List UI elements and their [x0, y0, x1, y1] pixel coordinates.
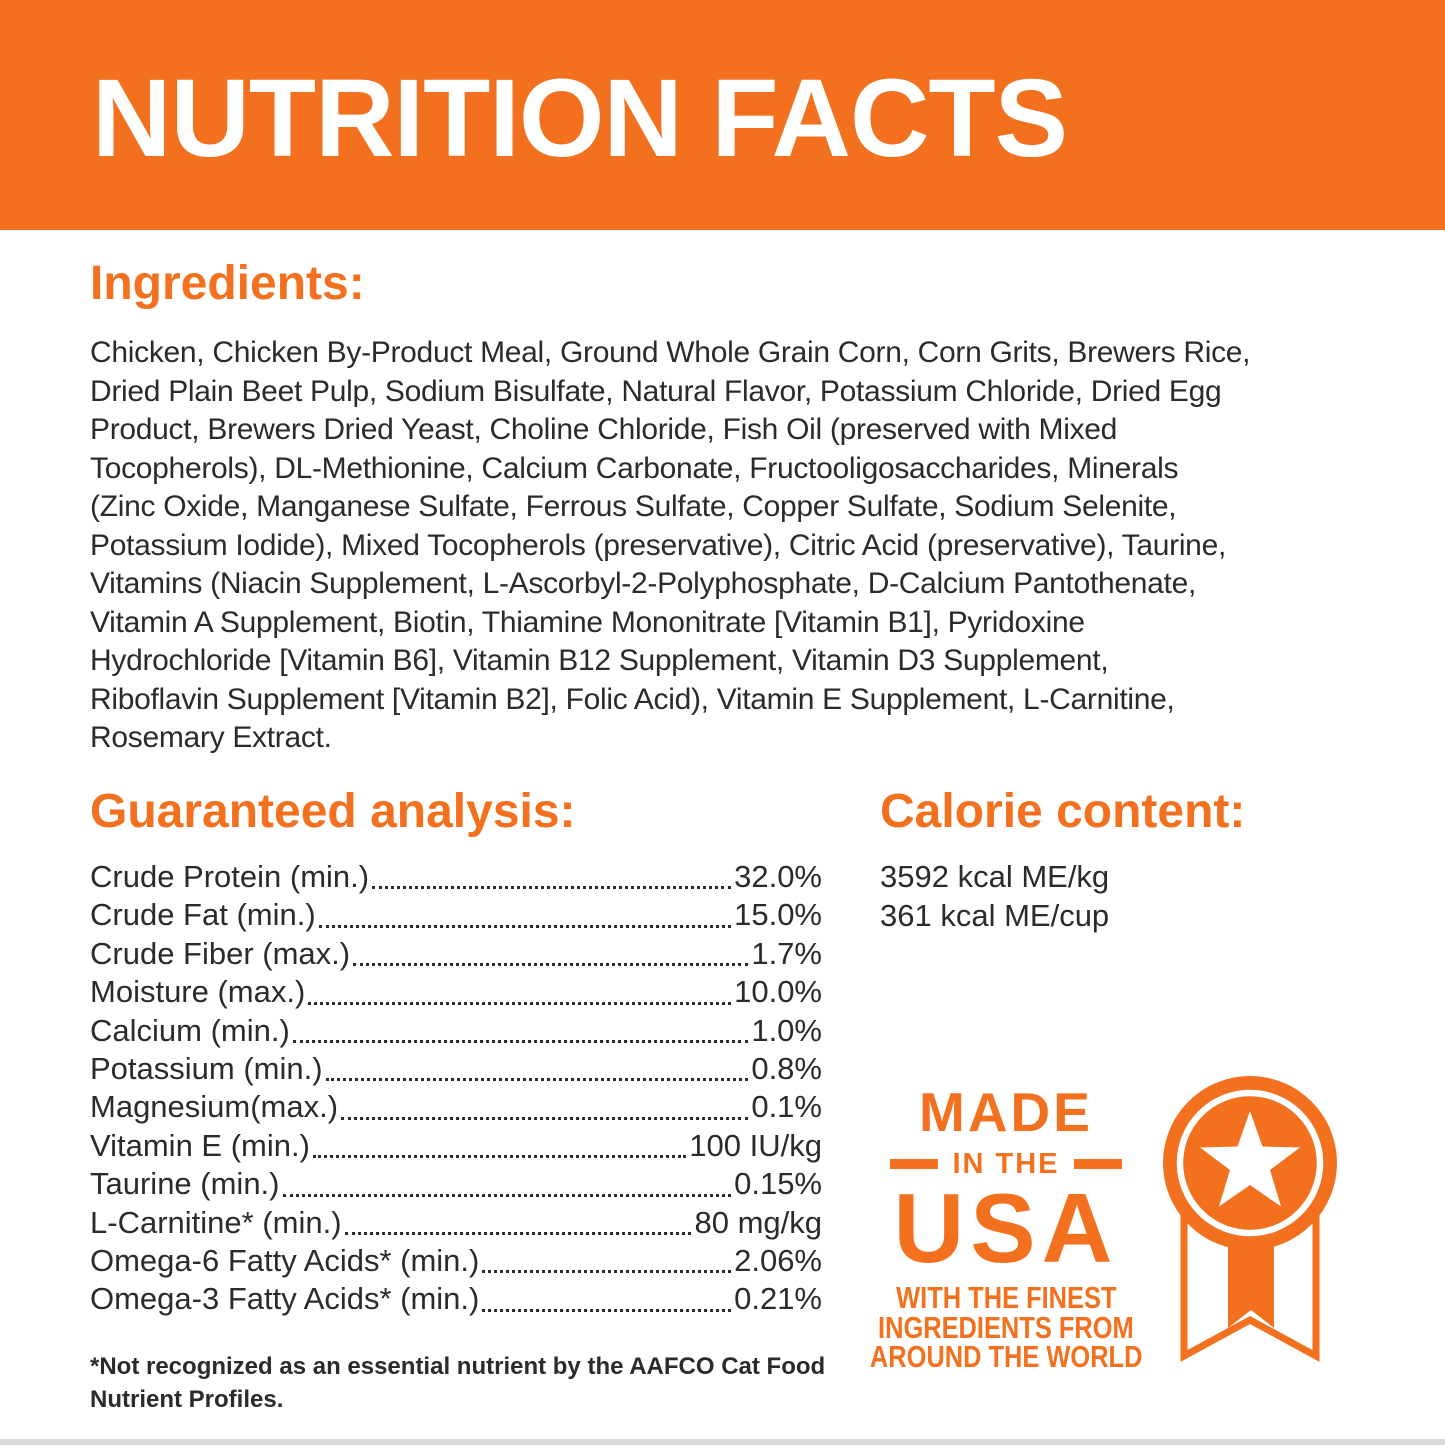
bottom-edge — [0, 1439, 1445, 1445]
analysis-label: Crude Fat (min.) — [90, 897, 316, 933]
dotted-leader — [282, 1193, 732, 1197]
analysis-footnote: *Not recognized as an essential nutrient… — [90, 1353, 826, 1413]
analysis-row: L-Carnitine* (min.) 80 mg/kg — [90, 1204, 822, 1242]
analysis-row: Omega-6 Fatty Acids* (min.) 2.06% — [90, 1242, 822, 1280]
dotted-leader — [341, 1116, 749, 1120]
dotted-leader — [372, 886, 732, 890]
analysis-value: 32.0% — [734, 858, 822, 894]
analysis-label: Taurine (min.) — [90, 1166, 280, 1202]
analysis-value: 0.1% — [751, 1089, 822, 1125]
analysis-label: Potassium (min.) — [90, 1050, 323, 1086]
analysis-row: Vitamin E (min.) 100 IU/kg — [90, 1127, 822, 1165]
analysis-row: Magnesium(max.) 0.1% — [90, 1088, 822, 1126]
calorie-content-heading: Calorie content: — [880, 785, 1246, 838]
analysis-label: Crude Protein (min.) — [90, 858, 370, 894]
dotted-leader — [318, 924, 732, 928]
analysis-value: 1.0% — [751, 1012, 822, 1048]
analysis-label: Omega-6 Fatty Acids* (min.) — [90, 1242, 480, 1278]
dotted-leader — [482, 1270, 732, 1274]
usa-text: USA — [893, 1173, 1119, 1283]
analysis-row: Potassium (min.) 0.8% — [90, 1050, 822, 1088]
analysis-row: Crude Fat (min.) 15.0% — [90, 896, 822, 934]
usa-subline-1: WITH THE FINEST — [895, 1280, 1117, 1316]
in-the-text: IN THE — [952, 1147, 1060, 1180]
analysis-value: 0.15% — [734, 1166, 822, 1202]
analysis-value: 0.21% — [734, 1281, 822, 1317]
analysis-label: Calcium (min.) — [90, 1012, 290, 1048]
dotted-leader — [308, 1001, 732, 1005]
analysis-row: Omega-3 Fatty Acids* (min.) 0.21% — [90, 1280, 822, 1318]
guaranteed-analysis-heading: Guaranteed analysis: — [90, 785, 576, 838]
dotted-leader — [353, 963, 749, 967]
analysis-value: 0.8% — [751, 1050, 822, 1086]
usa-subline-3: AROUND THE WORLD — [869, 1339, 1143, 1375]
in-the-row: IN THE — [890, 1147, 1122, 1180]
analysis-row: Moisture (max.) 10.0% — [90, 973, 822, 1011]
made-text: MADE — [919, 1081, 1093, 1143]
analysis-label: Moisture (max.) — [90, 974, 306, 1010]
analysis-value: 15.0% — [734, 897, 822, 933]
analysis-value: 1.7% — [751, 935, 822, 971]
calorie-line-cup: 361 kcal ME/cup — [880, 897, 1110, 933]
analysis-value: 10.0% — [734, 974, 822, 1010]
page-title: NUTRITION FACTS — [92, 56, 1068, 180]
header-banner: NUTRITION FACTS — [0, 0, 1445, 230]
analysis-value: 80 mg/kg — [694, 1204, 822, 1240]
analysis-row: Crude Protein (min.) 32.0% — [90, 858, 822, 896]
analysis-row: Crude Fiber (max.) 1.7% — [90, 935, 822, 973]
ingredients-text: Chicken, Chicken By-Product Meal, Ground… — [90, 336, 1251, 754]
calorie-line-kg: 3592 kcal ME/kg — [880, 859, 1110, 894]
analysis-label: Vitamin E (min.) — [90, 1127, 310, 1163]
dash-right — [1073, 1159, 1122, 1169]
dotted-leader — [312, 1155, 687, 1159]
analysis-label: Crude Fiber (max.) — [90, 935, 351, 971]
calorie-content-values: 3592 kcal ME/kg 361 kcal ME/cup — [880, 858, 1109, 935]
analysis-value: 2.06% — [734, 1242, 822, 1278]
analysis-label: Omega-3 Fatty Acids* (min.) — [90, 1281, 480, 1317]
analysis-row: Taurine (min.) 0.15% — [90, 1165, 822, 1203]
dotted-leader — [482, 1308, 732, 1312]
analysis-label: L-Carnitine* (min.) — [90, 1204, 342, 1240]
dotted-leader — [325, 1078, 749, 1082]
dotted-leader — [344, 1231, 692, 1235]
guaranteed-analysis-table: Crude Protein (min.) 32.0% Crude Fat (mi… — [90, 858, 822, 1319]
usa-subline-2: INGREDIENTS FROM — [878, 1309, 1134, 1345]
dash-left — [890, 1159, 939, 1169]
ingredients-heading: Ingredients: — [90, 257, 365, 310]
analysis-label: Magnesium(max.) — [90, 1089, 339, 1125]
analysis-value: 100 IU/kg — [689, 1127, 822, 1163]
made-in-usa-text: MADE IN THE USA WITH THE FINEST INGREDIE… — [868, 1085, 1144, 1372]
dotted-leader — [292, 1039, 749, 1043]
analysis-row: Calcium (min.) 1.0% — [90, 1012, 822, 1050]
star-ribbon-icon — [1163, 1076, 1337, 1362]
